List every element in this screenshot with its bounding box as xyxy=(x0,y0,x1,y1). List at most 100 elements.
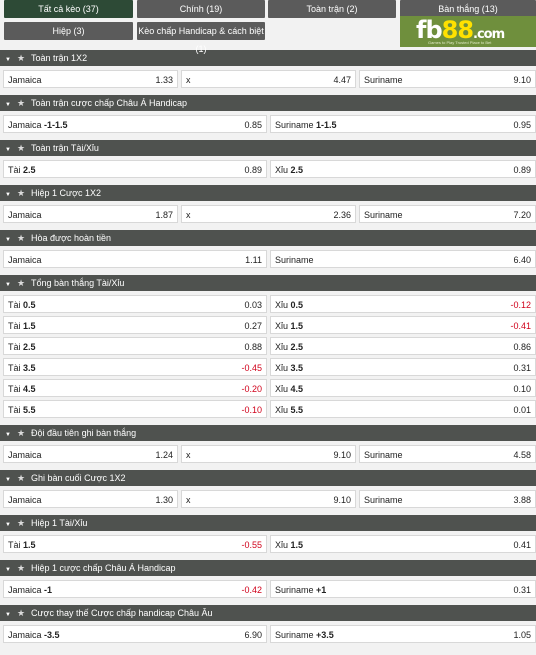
market-header[interactable]: ▼ ★ Toàn trận 1X2 xyxy=(0,50,536,66)
favorite-star-icon[interactable]: ★ xyxy=(16,428,26,438)
favorite-star-icon[interactable]: ★ xyxy=(16,608,26,618)
selection-name: x xyxy=(186,495,191,505)
selection-label: Suriname xyxy=(364,491,403,507)
market-title: Hiệp 1 Cược 1X2 xyxy=(31,188,101,198)
odds-row: Jamaica 1.87 x 2.36 Suriname 7.20 xyxy=(0,205,536,223)
collapse-arrow-icon[interactable]: ▼ xyxy=(5,192,11,198)
selection-label: Tài 4.5 xyxy=(8,380,36,396)
handicap-line: +1 xyxy=(316,585,327,595)
market-header[interactable]: ▼ ★ Hiệp 1 cược chấp Châu Á Handicap xyxy=(0,560,536,576)
odds-cell[interactable]: Suriname 9.10 xyxy=(359,70,536,88)
odds-cell[interactable]: Tài 4.5 -0.20 xyxy=(3,379,267,397)
odds-cell[interactable]: x 9.10 xyxy=(181,490,356,508)
odds-cell[interactable]: Xỉu 5.5 0.01 xyxy=(270,400,536,418)
collapse-arrow-icon[interactable]: ▼ xyxy=(5,477,11,483)
tab-main[interactable]: Chính (19) xyxy=(137,0,265,18)
odds-cell[interactable]: Xỉu 2.5 0.89 xyxy=(270,160,536,178)
odds-value: 6.90 xyxy=(244,630,262,640)
odds-cell[interactable]: Suriname +3.5 1.05 xyxy=(270,625,536,643)
odds-cell[interactable]: Xỉu 1.5 -0.41 xyxy=(270,316,536,334)
odds-cell[interactable]: Tài 2.5 0.88 xyxy=(3,337,267,355)
market-title: Ghi bàn cuối Cược 1X2 xyxy=(31,473,126,483)
odds-value: 1.87 xyxy=(155,210,173,220)
odds-cell[interactable]: Xỉu 1.5 0.41 xyxy=(270,535,536,553)
odds-row: Tài 2.5 0.88 Xỉu 2.5 0.86 xyxy=(0,337,536,355)
odds-cell[interactable]: Jamaica 1.11 xyxy=(3,250,267,268)
odds-value: 1.30 xyxy=(155,495,173,505)
favorite-star-icon[interactable]: ★ xyxy=(16,563,26,573)
market-section: ▼ ★ Cược thay thế Cược chấp handicap Châu … xyxy=(0,605,536,647)
market-header[interactable]: ▼ ★ Toàn trận cược chấp Châu Á Handicap xyxy=(0,95,536,111)
odds-cell[interactable]: x 9.10 xyxy=(181,445,356,463)
odds-cell[interactable]: x 4.47 xyxy=(181,70,356,88)
market-header[interactable]: ▼ ★ Cược thay thế Cược chấp handicap Châu … xyxy=(0,605,536,621)
favorite-star-icon[interactable]: ★ xyxy=(16,278,26,288)
odds-cell[interactable]: x 2.36 xyxy=(181,205,356,223)
selection-label: x xyxy=(186,491,191,507)
market-header[interactable]: ▼ ★ Ghi bàn cuối Cược 1X2 xyxy=(0,470,536,486)
odds-cell[interactable]: Suriname 6.40 xyxy=(270,250,536,268)
tab-full-match[interactable]: Toàn trận (2) xyxy=(268,0,396,18)
market-header[interactable]: ▼ ★ Hòa được hoàn tiền xyxy=(0,230,536,246)
odds-cell[interactable]: Suriname 7.20 xyxy=(359,205,536,223)
odds-cell[interactable]: Xỉu 4.5 0.10 xyxy=(270,379,536,397)
favorite-star-icon[interactable]: ★ xyxy=(16,473,26,483)
selection-label: Jamaica -1-1.5 xyxy=(8,116,68,132)
collapse-arrow-icon[interactable]: ▼ xyxy=(5,567,11,573)
odds-row: Jamaica -1 -0.42 Suriname +1 0.31 xyxy=(0,580,536,598)
selection-name: Suriname xyxy=(275,255,314,265)
collapse-arrow-icon[interactable]: ▼ xyxy=(5,522,11,528)
favorite-star-icon[interactable]: ★ xyxy=(16,233,26,243)
collapse-arrow-icon[interactable]: ▼ xyxy=(5,102,11,108)
market-header[interactable]: ▼ ★ Đội đầu tiên ghi bàn thắng xyxy=(0,425,536,441)
odds-cell[interactable]: Tài 2.5 0.89 xyxy=(3,160,267,178)
odds-cell[interactable]: Jamaica 1.30 xyxy=(3,490,178,508)
odds-cell[interactable]: Xỉu 2.5 0.86 xyxy=(270,337,536,355)
favorite-star-icon[interactable]: ★ xyxy=(16,188,26,198)
odds-cell[interactable]: Tài 5.5 -0.10 xyxy=(3,400,267,418)
tab-goals[interactable]: Bàn thắng (13) xyxy=(400,0,536,18)
odds-cell[interactable]: Xỉu 3.5 0.31 xyxy=(270,358,536,376)
collapse-arrow-icon[interactable]: ▼ xyxy=(5,147,11,153)
odds-cell[interactable]: Jamaica 1.24 xyxy=(3,445,178,463)
tab-handicap[interactable]: Kèo chấp Handicap & cách biệt (1) xyxy=(137,22,265,54)
odds-cell[interactable]: Tài 1.5 0.27 xyxy=(3,316,267,334)
favorite-star-icon[interactable]: ★ xyxy=(16,143,26,153)
market-header[interactable]: ▼ ★ Hiệp 1 Tài/Xỉu xyxy=(0,515,536,531)
selection-name: Suriname xyxy=(364,210,403,220)
collapse-arrow-icon[interactable]: ▼ xyxy=(5,432,11,438)
odds-value: 3.88 xyxy=(513,495,531,505)
selection-name: Xỉu xyxy=(275,300,289,310)
market-header[interactable]: ▼ ★ Hiệp 1 Cược 1X2 xyxy=(0,185,536,201)
odds-cell[interactable]: Tài 0.5 0.03 xyxy=(3,295,267,313)
odds-cell[interactable]: Suriname 1-1.5 0.95 xyxy=(270,115,536,133)
odds-value: 0.89 xyxy=(513,165,531,175)
odds-cell[interactable]: Suriname +1 0.31 xyxy=(270,580,536,598)
odds-cell[interactable]: Jamaica -1 -0.42 xyxy=(3,580,267,598)
market-header[interactable]: ▼ ★ Toàn trận Tài/Xỉu xyxy=(0,140,536,156)
collapse-arrow-icon[interactable]: ▼ xyxy=(5,237,11,243)
market-header[interactable]: ▼ ★ Tổng bàn thắng Tài/Xỉu xyxy=(0,275,536,291)
odds-cell[interactable]: Xỉu 0.5 -0.12 xyxy=(270,295,536,313)
odds-cell[interactable]: Jamaica 1.87 xyxy=(3,205,178,223)
odds-cell[interactable]: Tài 1.5 -0.55 xyxy=(3,535,267,553)
tab-all[interactable]: Tất cả kèo (37) xyxy=(4,0,133,18)
odds-cell[interactable]: Suriname 3.88 xyxy=(359,490,536,508)
favorite-star-icon[interactable]: ★ xyxy=(16,98,26,108)
odds-cell[interactable]: Jamaica 1.33 xyxy=(3,70,178,88)
handicap-line: 2.5 xyxy=(290,165,304,175)
odds-row: Jamaica 1.33 x 4.47 Suriname 9.10 xyxy=(0,70,536,88)
market-body: Tài 1.5 -0.55 Xỉu 1.5 0.41 xyxy=(0,531,536,557)
odds-cell[interactable]: Jamaica -1-1.5 0.85 xyxy=(3,115,267,133)
collapse-arrow-icon[interactable]: ▼ xyxy=(5,282,11,288)
favorite-star-icon[interactable]: ★ xyxy=(16,518,26,528)
collapse-arrow-icon[interactable]: ▼ xyxy=(5,612,11,618)
odds-cell[interactable]: Suriname 4.58 xyxy=(359,445,536,463)
favorite-star-icon[interactable]: ★ xyxy=(16,53,26,63)
tab-half[interactable]: Hiệp (3) xyxy=(4,22,133,40)
selection-name: x xyxy=(186,210,191,220)
collapse-arrow-icon[interactable]: ▼ xyxy=(5,57,11,63)
odds-cell[interactable]: Tài 3.5 -0.45 xyxy=(3,358,267,376)
fb88-logo[interactable]: fb88.com Games to Play Trusted Place to … xyxy=(400,16,536,47)
odds-cell[interactable]: Jamaica -3.5 6.90 xyxy=(3,625,267,643)
